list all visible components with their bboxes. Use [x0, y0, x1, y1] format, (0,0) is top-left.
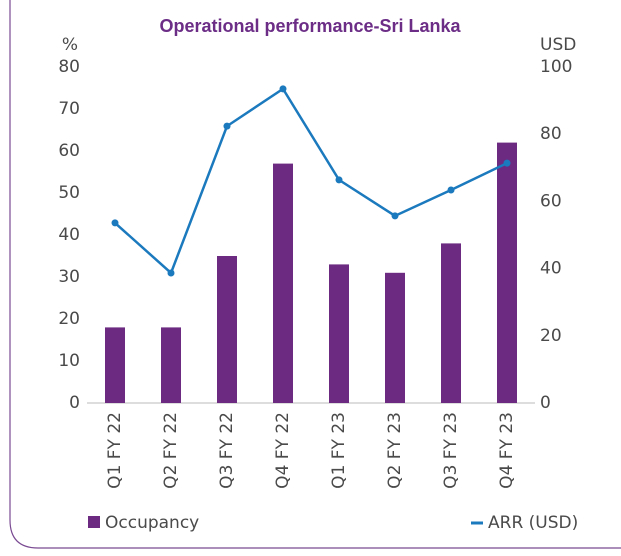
frame — [9, 0, 621, 549]
line — [114, 87, 508, 276]
line-point — [335, 176, 343, 184]
y-tick-label: 40 — [58, 225, 80, 245]
bar — [497, 142, 517, 403]
bar — [385, 272, 405, 403]
y2-tick-label: 100 — [540, 57, 572, 77]
x-tick-label: Q2 FY 23 — [385, 412, 405, 489]
bar — [161, 327, 181, 403]
y-tick-label: 0 — [69, 393, 80, 413]
y-tick-label: 20 — [58, 309, 80, 329]
y-axis-label: % — [62, 35, 78, 55]
line-point — [111, 219, 119, 227]
y-tick-label: 50 — [58, 183, 80, 203]
x-tick-label: Q3 FY 23 — [441, 412, 461, 489]
x-tick-label: Q4 FY 23 — [497, 412, 517, 489]
y-tick-label: 30 — [58, 267, 80, 287]
y-tick-label: 70 — [58, 99, 80, 119]
y-tick-label: 60 — [58, 141, 80, 161]
legend-swatch — [88, 516, 100, 528]
chart-title: Operational performance-Sri Lanka — [159, 16, 461, 36]
y-tick-label: 10 — [58, 351, 80, 371]
y2-tick-label: 0 — [540, 393, 551, 413]
x-tick-label: Q4 FY 22 — [273, 412, 293, 489]
line-point — [391, 212, 399, 220]
line-point — [223, 122, 231, 130]
bar — [329, 264, 349, 403]
line-point — [167, 269, 175, 277]
legend-label: Occupancy — [105, 513, 199, 533]
x-tick-label: Q2 FY 22 — [161, 412, 181, 489]
y2-tick-label: 80 — [540, 124, 562, 144]
y-tick-label: 80 — [58, 57, 80, 77]
bar — [273, 163, 293, 403]
x-tick-label: Q3 FY 22 — [217, 412, 237, 489]
x-tick-label: Q1 FY 23 — [329, 412, 349, 489]
x-tick-label: Q1 FY 22 — [105, 412, 125, 489]
line-point — [503, 159, 511, 167]
y2-tick-label: 40 — [540, 259, 562, 279]
y2-tick-label: 20 — [540, 326, 562, 346]
bar — [105, 327, 125, 403]
y2-tick-label: 60 — [540, 191, 562, 211]
legend-label: ARR (USD) — [488, 513, 578, 533]
bar — [441, 243, 461, 403]
line-point — [447, 186, 455, 194]
line-point — [279, 85, 287, 93]
y2-axis-label: USD — [540, 35, 576, 55]
bar — [217, 256, 237, 403]
